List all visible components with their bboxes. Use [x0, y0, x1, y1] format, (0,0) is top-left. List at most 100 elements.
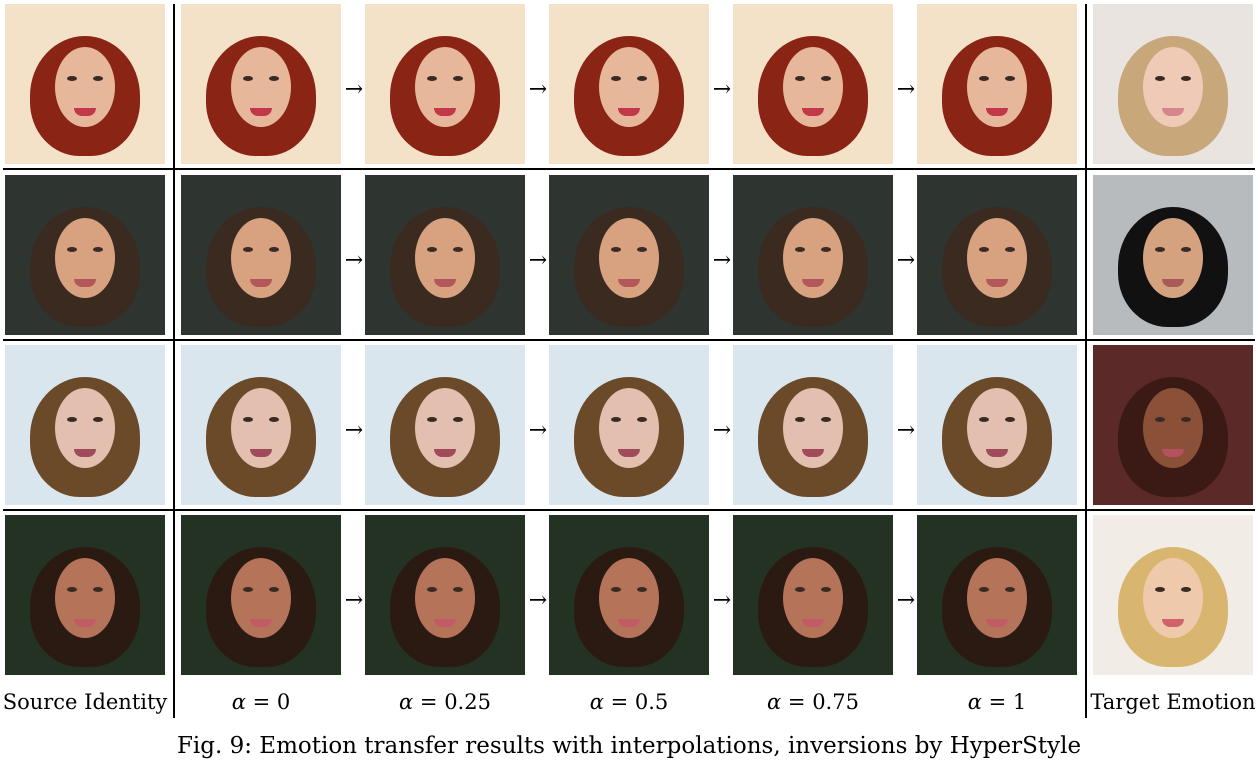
- eye-shape: [453, 587, 463, 592]
- eye-shape: [1181, 247, 1191, 252]
- alpha-symbol: α: [399, 690, 414, 714]
- interpolated-image: [917, 345, 1077, 505]
- figure-caption: Fig. 9: Emotion transfer results with in…: [176, 733, 1082, 759]
- label-source-identity: Source Identity: [2, 690, 168, 714]
- source-identity-image: [5, 4, 165, 164]
- alpha-symbol: α: [231, 690, 246, 714]
- interpolated-image: [181, 175, 341, 335]
- mouth-shape: [250, 619, 272, 627]
- mouth-shape: [1162, 108, 1184, 116]
- eye-shape: [427, 76, 437, 81]
- label-alpha-0: α = 0: [181, 690, 341, 714]
- right-arrow-icon: →: [528, 418, 548, 443]
- eye-shape: [93, 587, 103, 592]
- eye-shape: [1181, 587, 1191, 592]
- eye-shape: [67, 587, 77, 592]
- right-arrow-icon: →: [344, 418, 364, 443]
- eye-shape: [427, 247, 437, 252]
- interpolated-image: [549, 345, 709, 505]
- eye-shape: [427, 587, 437, 592]
- eye-shape: [821, 587, 831, 592]
- mouth-shape: [802, 279, 824, 287]
- eye-shape: [269, 587, 279, 592]
- target-emotion-image: [1093, 345, 1253, 505]
- label-target-emotion: Target Emotion: [1090, 690, 1256, 714]
- interpolated-image: [733, 4, 893, 164]
- right-arrow-icon: →: [344, 588, 364, 613]
- mouth-shape: [250, 449, 272, 457]
- eye-shape: [1155, 587, 1165, 592]
- mouth-shape: [434, 619, 456, 627]
- eye-shape: [979, 417, 989, 422]
- eye-shape: [1181, 417, 1191, 422]
- mouth-shape: [74, 449, 96, 457]
- alpha-value: = 1: [988, 690, 1027, 714]
- right-arrow-icon: →: [896, 588, 916, 613]
- alpha-value: = 0.75: [787, 690, 859, 714]
- right-arrow-icon: →: [528, 248, 548, 273]
- mouth-shape: [986, 108, 1008, 116]
- alpha-value: = 0: [252, 690, 291, 714]
- mouth-shape: [434, 108, 456, 116]
- eye-shape: [979, 247, 989, 252]
- source-identity-image: [5, 345, 165, 505]
- mouth-shape: [618, 108, 640, 116]
- mouth-shape: [618, 279, 640, 287]
- right-arrow-icon: →: [528, 77, 548, 102]
- interpolated-image: [181, 345, 341, 505]
- mouth-shape: [1162, 279, 1184, 287]
- interpolated-image: [733, 515, 893, 675]
- eye-shape: [821, 417, 831, 422]
- mouth-shape: [618, 449, 640, 457]
- row-separator: [3, 509, 1255, 511]
- right-arrow-icon: →: [344, 77, 364, 102]
- interpolated-image: [365, 175, 525, 335]
- eye-shape: [821, 76, 831, 81]
- interpolated-image: [917, 4, 1077, 164]
- interpolated-image: [917, 515, 1077, 675]
- right-arrow-icon: →: [896, 418, 916, 443]
- alpha-symbol: α: [767, 690, 782, 714]
- label-alpha-0.5: α = 0.5: [549, 690, 709, 714]
- eye-shape: [795, 587, 805, 592]
- label-alpha-0.25: α = 0.25: [365, 690, 525, 714]
- interpolated-image: [181, 4, 341, 164]
- row-separator: [3, 168, 1255, 170]
- eye-shape: [1155, 247, 1165, 252]
- target-emotion-image: [1093, 515, 1253, 675]
- alpha-symbol: α: [589, 690, 604, 714]
- eye-shape: [979, 587, 989, 592]
- eye-shape: [1005, 417, 1015, 422]
- label-alpha-1: α = 1: [917, 690, 1077, 714]
- interpolated-image: [365, 515, 525, 675]
- eye-shape: [243, 247, 253, 252]
- mouth-shape: [74, 108, 96, 116]
- eye-shape: [821, 247, 831, 252]
- eye-shape: [269, 76, 279, 81]
- eye-shape: [1155, 417, 1165, 422]
- interpolated-image: [181, 515, 341, 675]
- mouth-shape: [1162, 449, 1184, 457]
- right-arrow-icon: →: [344, 248, 364, 273]
- mouth-shape: [802, 619, 824, 627]
- interpolated-image: [365, 345, 525, 505]
- eye-shape: [795, 76, 805, 81]
- eye-shape: [637, 417, 647, 422]
- eye-shape: [243, 76, 253, 81]
- eye-shape: [611, 417, 621, 422]
- eye-shape: [611, 76, 621, 81]
- interpolated-image: [365, 4, 525, 164]
- eye-shape: [93, 247, 103, 252]
- right-arrow-icon: →: [712, 588, 732, 613]
- eye-shape: [979, 76, 989, 81]
- mouth-shape: [802, 449, 824, 457]
- right-arrow-icon: →: [896, 77, 916, 102]
- target-emotion-image: [1093, 175, 1253, 335]
- label-alpha-0.75: α = 0.75: [733, 690, 893, 714]
- eye-shape: [637, 247, 647, 252]
- eye-shape: [1005, 76, 1015, 81]
- eye-shape: [93, 76, 103, 81]
- mouth-shape: [986, 619, 1008, 627]
- eye-shape: [453, 76, 463, 81]
- eye-shape: [453, 247, 463, 252]
